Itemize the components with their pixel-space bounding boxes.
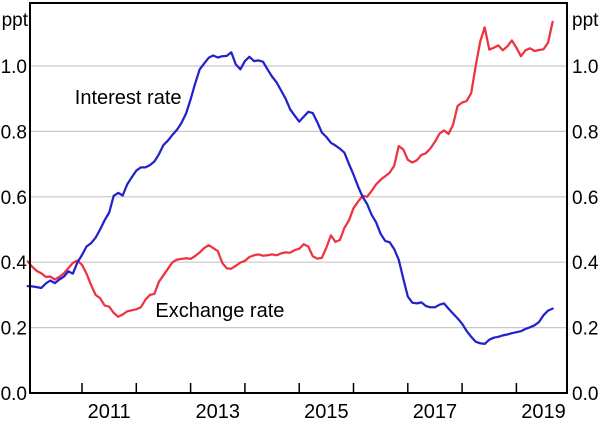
x-tick-label: 2015	[304, 401, 349, 422]
series-label: Exchange rate	[155, 300, 284, 322]
unit-label-left: ppt	[2, 10, 29, 31]
y-tick-label-right: 0.2	[572, 319, 598, 340]
x-tick-label: 2017	[413, 401, 458, 422]
y-tick-label-right: 1.0	[572, 57, 598, 78]
y-tick-label-left: 0.4	[1, 253, 28, 274]
unit-label-right: ppt	[572, 10, 599, 31]
series-line-interest-rate	[26, 51, 554, 346]
y-tick-label-right: 0.8	[572, 122, 598, 143]
series-line-exchange-rate	[26, 20, 554, 318]
x-tick-label: 2011	[88, 401, 131, 422]
y-tick-label-left: 0.2	[1, 319, 27, 340]
series-label: Interest rate	[75, 87, 182, 109]
y-tick-label-right: 0.0	[572, 384, 598, 405]
y-tick-label-right: 0.4	[572, 253, 599, 274]
y-tick-label-left: 0.8	[1, 122, 27, 143]
y-tick-label-right: 0.6	[572, 188, 598, 209]
x-tick-label: 2013	[196, 401, 241, 422]
y-tick-label-left: 0.6	[1, 188, 27, 209]
y-tick-label-left: 1.0	[1, 57, 27, 78]
plot-frame	[29, 2, 568, 394]
x-tick-label: 2019	[521, 401, 566, 422]
y-tick-label-left: 0.0	[1, 384, 27, 405]
